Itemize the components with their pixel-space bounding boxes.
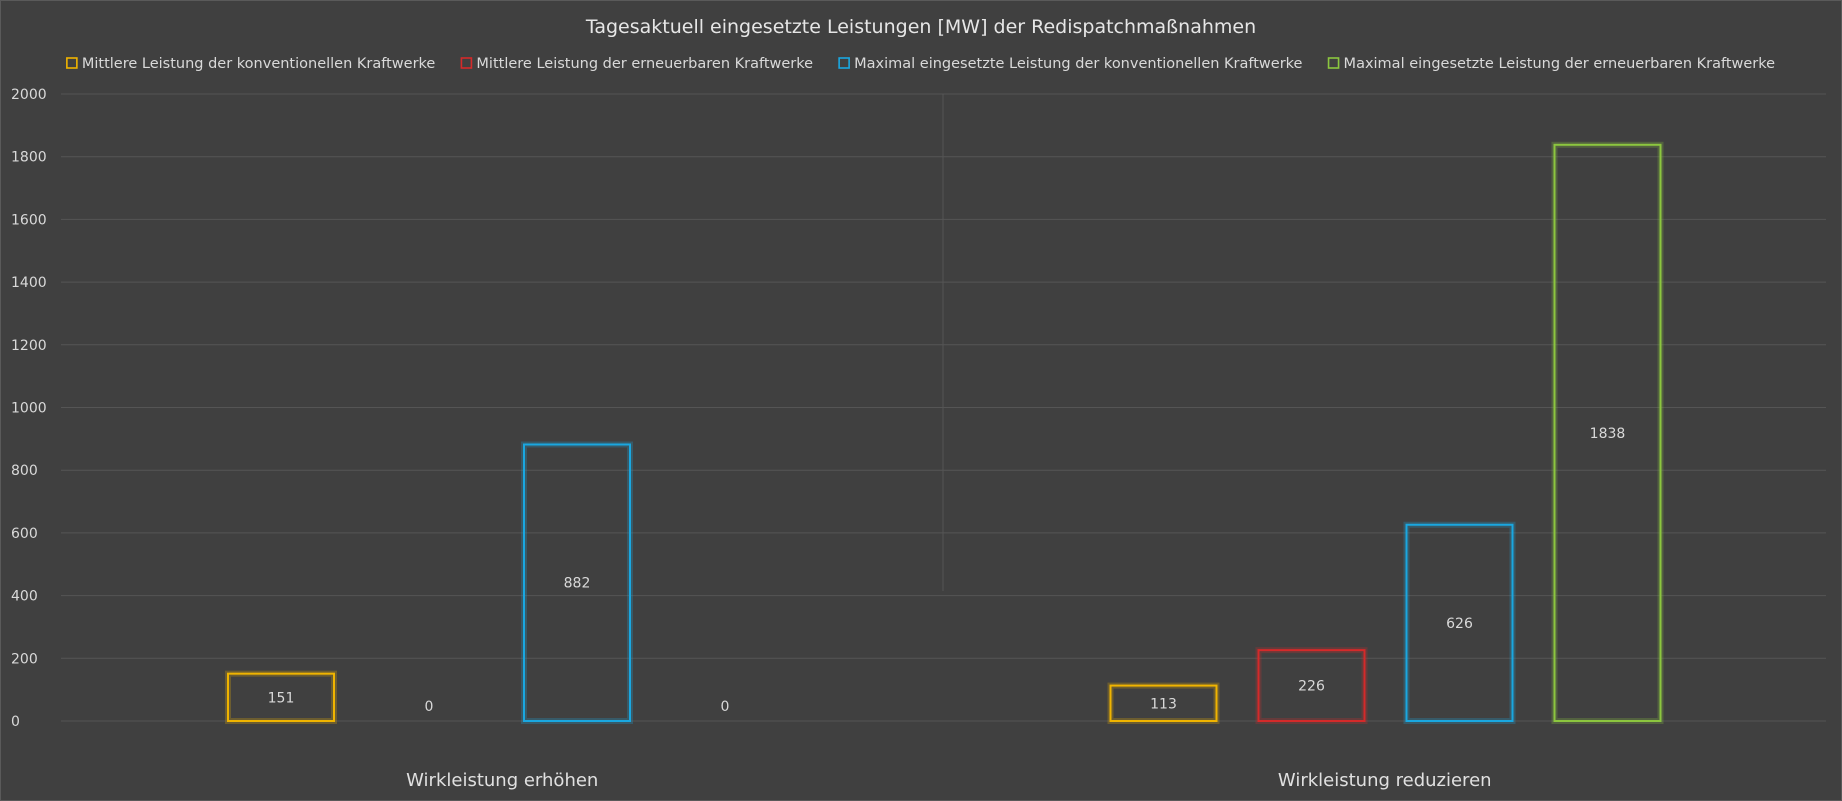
category-label: Wirkleistung erhöhen [406, 770, 598, 791]
bar [523, 443, 631, 722]
bar [227, 672, 335, 722]
legend-swatch [66, 57, 78, 69]
legend-label: Maximal eingesetzte Leistung der konvent… [854, 56, 1302, 72]
y-tick-label: 0 [11, 714, 20, 730]
data-label: 113 [1150, 696, 1177, 712]
legend: Mittlere Leistung der konventionellen Kr… [66, 56, 1776, 72]
y-tick-label: 800 [11, 463, 38, 479]
legend-swatch [838, 57, 850, 69]
y-axis: 0 200 400 600 800 1000 1200 1400 1600 1800 2000 [11, 87, 47, 730]
y-tick-label: 1600 [11, 212, 47, 228]
data-label: 226 [1298, 679, 1325, 695]
legend-item: Maximal eingesetzte Leistung der erneuer… [1327, 56, 1776, 72]
legend-label: Mittlere Leistung der erneuerbaren Kraft… [476, 56, 813, 72]
y-tick-label: 400 [11, 589, 38, 605]
y-tick-label: 200 [11, 651, 38, 667]
chart-title: Tagesaktuell eingesetzte Leistungen [MW]… [585, 16, 1256, 38]
y-tick-label: 600 [11, 526, 38, 542]
data-label: 0 [425, 699, 434, 715]
legend-item: Mittlere Leistung der erneuerbaren Kraft… [460, 56, 813, 72]
legend-swatch [1327, 57, 1340, 69]
y-tick-label: 1400 [11, 275, 47, 291]
x-axis: Wirkleistung erhöhen Wirkleistung reduzie… [406, 770, 1491, 791]
legend-item: Maximal eingesetzte Leistung der konvent… [838, 56, 1303, 72]
y-tick-label: 1200 [11, 338, 47, 354]
y-tick-label: 2000 [11, 87, 47, 103]
y-tick-label: 1800 [11, 150, 47, 166]
data-label: 882 [564, 576, 591, 592]
data-label: 0 [721, 699, 730, 715]
bar [1553, 143, 1662, 723]
bar [1109, 684, 1218, 723]
y-tick-label: 1000 [11, 401, 47, 417]
legend-item: Mittlere Leistung der konventionellen Kr… [66, 56, 436, 72]
data-label: 1838 [1590, 426, 1626, 442]
grid [61, 93, 1826, 722]
legend-swatch [460, 57, 473, 69]
bars: 151 0 882 0 113 226 626 1838 [225, 141, 1664, 725]
legend-label: Maximal eingesetzte Leistung der erneuer… [1344, 56, 1776, 72]
bar [1405, 523, 1514, 723]
bar [1257, 649, 1366, 722]
data-label: 626 [1446, 616, 1473, 632]
category-label: Wirkleistung reduzieren [1278, 770, 1492, 791]
legend-label: Mittlere Leistung der konventionellen Kr… [82, 56, 436, 72]
data-label: 151 [268, 690, 295, 706]
